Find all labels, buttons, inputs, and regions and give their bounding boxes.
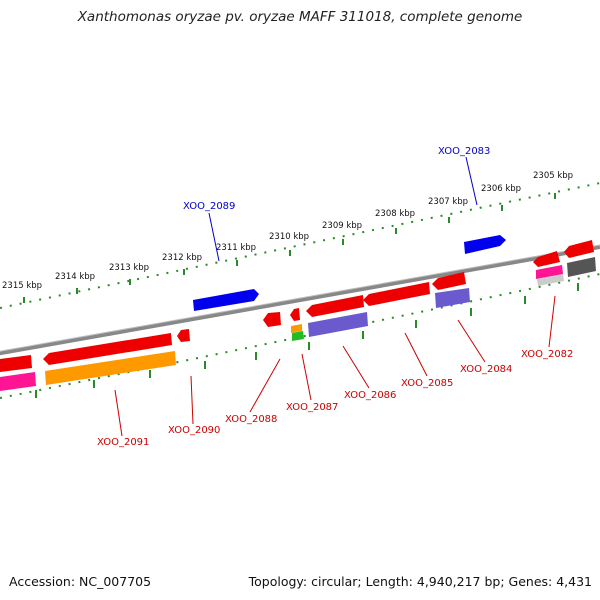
gene-label-xoo-2084[interactable]: XOO_2084	[460, 364, 512, 375]
gene-label-xoo-2090[interactable]: XOO_2090	[168, 425, 220, 436]
tick-label: 2310 kbp	[269, 232, 309, 242]
gene-xoo-2084[interactable]	[432, 272, 466, 290]
tick-label: 2306 kbp	[481, 184, 521, 194]
gene-right-edge[interactable]	[564, 240, 594, 258]
inner-major-ticks	[35, 283, 579, 398]
feature-purple-2086[interactable]	[308, 312, 368, 337]
tick-label: 2308 kbp	[375, 209, 415, 219]
gene-label-xoo-2088[interactable]: XOO_2088	[225, 414, 277, 425]
gene-xoo-2082[interactable]	[533, 251, 560, 267]
topology-text: Topology: circular; Length: 4,940,217 bp…	[248, 574, 592, 589]
tick-label: 2311 kbp	[216, 243, 256, 253]
gene-xoo-2091[interactable]	[43, 333, 172, 365]
gene-labels: XOO_2083 XOO_2089 XOO_2082 XOO_2084 XOO_…	[97, 146, 573, 448]
gene-label-xoo-2091[interactable]: XOO_2091	[97, 437, 149, 448]
genome-backbone-highlight	[0, 244, 600, 352]
feature-pink-right[interactable]	[536, 265, 563, 279]
feature-grey-right[interactable]	[567, 257, 596, 277]
tick-label: 2315 kbp	[2, 281, 42, 291]
gene-label-xoo-2086[interactable]: XOO_2086	[344, 390, 396, 401]
gene-xoo-2085[interactable]	[363, 282, 430, 306]
outer-major-ticks	[23, 193, 556, 303]
gene-xoo-2086[interactable]	[306, 295, 364, 317]
map-title: Xanthomonas oryzae pv. oryzae MAFF 31101…	[77, 9, 523, 25]
tick-label: 2312 kbp	[162, 253, 202, 263]
gene-label-xoo-2087[interactable]: XOO_2087	[286, 402, 338, 413]
feature-purple-2084[interactable]	[435, 288, 470, 308]
gene-label-xoo-2089[interactable]: XOO_2089	[183, 201, 235, 212]
feature-orange-large[interactable]	[45, 351, 176, 385]
ruler-tick-labels: 2305 kbp 2306 kbp 2307 kbp 2308 kbp 2309…	[2, 171, 573, 291]
gene-xoo-2090[interactable]	[177, 329, 190, 342]
tick-label: 2307 kbp	[428, 197, 468, 207]
reverse-genes-row2	[0, 257, 596, 391]
gene-left-edge[interactable]	[0, 355, 32, 372]
feature-pink-left[interactable]	[0, 372, 36, 391]
gene-label-xoo-2085[interactable]: XOO_2085	[401, 378, 453, 389]
gene-label-xoo-2083[interactable]: XOO_2083	[438, 146, 490, 157]
genome-backbone	[0, 245, 600, 356]
gene-xoo-2088[interactable]	[263, 312, 281, 327]
reverse-genes-row1	[0, 240, 594, 372]
tick-label: 2313 kbp	[109, 263, 149, 273]
feature-lightgrey-right[interactable]	[537, 274, 564, 286]
label-leaders	[114, 156, 556, 437]
tick-label: 2309 kbp	[322, 221, 362, 231]
tick-label: 2305 kbp	[533, 171, 573, 181]
feature-green-small[interactable]	[292, 331, 304, 341]
gene-xoo-2083[interactable]	[464, 235, 506, 254]
gene-xoo-2089[interactable]	[193, 289, 259, 311]
feature-orange-small[interactable]	[291, 324, 302, 333]
outer-ruler	[0, 182, 600, 309]
forward-genes	[193, 235, 506, 311]
gene-xoo-2087[interactable]	[290, 308, 300, 321]
tick-label: 2314 kbp	[55, 272, 95, 282]
accession-text: Accession: NC_007705	[9, 574, 152, 589]
gene-label-xoo-2082[interactable]: XOO_2082	[521, 349, 573, 360]
